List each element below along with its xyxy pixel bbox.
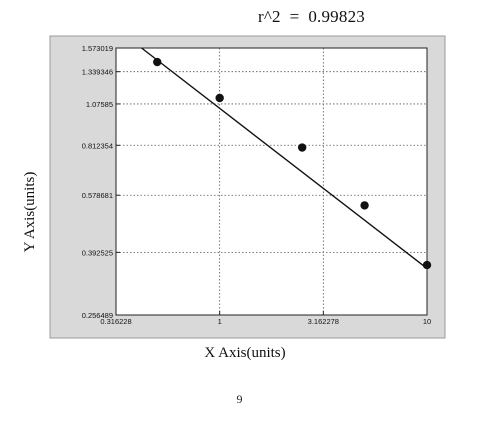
x-tick-label: 10 bbox=[423, 317, 431, 326]
y-tick-label: 0.812354 bbox=[82, 141, 113, 150]
plot-background bbox=[116, 48, 427, 315]
y-tick-label: 0.578681 bbox=[82, 191, 113, 200]
y-tick-label: 0.392525 bbox=[82, 248, 113, 257]
x-tick-label: 1 bbox=[218, 317, 222, 326]
data-point bbox=[215, 93, 224, 103]
x-axis-label: X Axis(units) bbox=[204, 345, 285, 361]
fit-line bbox=[141, 47, 428, 269]
data-point bbox=[153, 57, 162, 67]
x-tick-label: 3.162278 bbox=[308, 317, 339, 326]
y-axis-label: Y Axis(units) bbox=[22, 172, 38, 253]
r-squared-annotation: r^2 = 0.99823 bbox=[258, 7, 365, 26]
y-tick-label: 0.256489 bbox=[82, 311, 113, 320]
data-point bbox=[422, 260, 432, 270]
y-tick-label: 1.07585 bbox=[86, 100, 113, 109]
data-point bbox=[360, 201, 369, 210]
y-tick-label: 1.339346 bbox=[82, 68, 113, 77]
page-number: 9 bbox=[236, 392, 243, 406]
data-point bbox=[297, 143, 307, 152]
plot-area: 0.316228 1 3.162278 10 1.573019 1.339346 1.075… bbox=[82, 44, 432, 326]
plot-frame bbox=[115, 47, 428, 316]
y-tick-label: 1.573019 bbox=[82, 44, 113, 53]
x-tick-label: 0.316228 bbox=[100, 317, 131, 326]
